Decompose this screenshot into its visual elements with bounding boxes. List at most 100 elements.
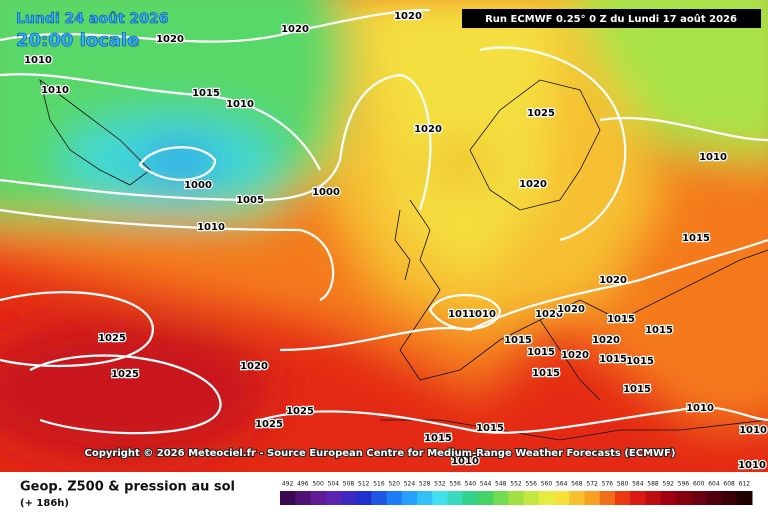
color-swatch [462,491,479,505]
footer-title: Geop. Z500 & pression au sol [20,480,235,495]
color-swatch [508,491,525,505]
colorbar-tick: 492 [282,481,294,488]
isobar-label: 1015 [626,356,654,367]
isobar-label: 1015 [476,423,504,434]
color-swatch [493,491,509,505]
isobar-label: 1020 [156,34,184,45]
isobar-label: 1025 [111,369,139,380]
colorbar-tick: 584 [632,481,644,488]
isobar-label: 1010 [197,222,225,233]
copyright: Copyright © 2026 Meteociel.fr - Source E… [85,448,676,459]
color-swatch [721,491,738,505]
colorbar-tick: 516 [373,481,385,488]
isobar-label: 1015 [527,347,555,358]
isobar-label: 1015 [645,325,673,336]
isobar-label: 1005 [236,195,264,206]
colorbar-tick: 580 [617,481,629,488]
colorbar-tick: 560 [541,481,553,488]
isobar-label: 1020 [394,11,422,22]
color-swatch [569,491,586,505]
isobar-label: 1010 [739,425,767,436]
colorbar-tick: 504 [328,481,340,488]
color-swatch [371,491,388,505]
color-swatch [325,491,342,505]
color-swatch [584,491,601,505]
color-swatch [340,491,357,505]
color-swatch [706,491,723,505]
isobar-label: 1020 [535,309,563,320]
isobar-label: 1010 [451,456,479,467]
color-swatch [295,491,311,505]
isobar-label: 1020 [592,335,620,346]
colorbar-tick: 556 [525,481,537,488]
color-swatch [417,491,433,505]
isobar-label: 1015 [623,384,651,395]
isobar-label: 1010 [699,152,727,163]
colorbar-tick: 548 [495,481,507,488]
color-swatch [386,491,403,505]
isobar-label: 1020 [240,361,268,372]
colorbar-tick: 572 [586,481,598,488]
isobar-label: 1015 [599,354,627,365]
isobar-label: 1010 [686,403,714,414]
colorbar-tick: 604 [708,481,720,488]
isobar-label: 1010 [448,309,476,320]
colorbar-tick: 540 [465,481,477,488]
isobar-label: 1010 [41,85,69,96]
color-swatch [660,491,677,505]
colorbar-tick: 544 [480,481,492,488]
run-info: Run ECMWF 0.25° 0 Z du Lundi 17 août 202… [485,13,737,25]
colorbar-tick: 608 [723,481,735,488]
colorbar-tick: 612 [739,481,751,488]
color-swatch [432,491,448,505]
isobar-label: 1020 [561,350,589,361]
color-swatch [310,491,327,505]
color-swatch [280,491,296,505]
colorbar-tick: 564 [556,481,568,488]
colorbar-tick: 496 [297,481,309,488]
colorbar-tick: 596 [678,481,690,488]
isobar-label: 1015 [607,314,635,325]
colorbar-tick: 500 [312,481,324,488]
isobar-label: 1000 [184,180,212,191]
isobars [0,8,768,435]
isobar-label: 1020 [281,24,309,35]
isobar-label: 1000 [312,187,340,198]
color-swatch [401,491,418,505]
color-swatch [675,491,692,505]
colorbar: 492 496 500 504 508 512 516 520 524 528 532 536 540 5… [280,481,753,505]
colorbar-tick: 568 [571,481,583,488]
color-swatch [630,491,646,505]
isobar-label: 1010 [738,460,766,471]
color-swatch [477,491,494,505]
colorbar-tick: 600 [693,481,705,488]
isobar-label: 1015 [504,335,532,346]
colorbar-tick: 512 [358,481,370,488]
color-swatch [356,491,372,505]
color-swatch [447,491,464,505]
run-box [462,9,761,28]
colorbar-tick: 552 [510,481,522,488]
isobar-label: 1015 [192,88,220,99]
colorbar-tick: 524 [404,481,416,488]
isobar-label: 1020 [414,124,442,135]
isobar-label: 1025 [255,419,283,430]
isobar-label: 1010 [468,309,496,320]
lead-time: (+ 186h) [20,498,69,509]
coastlines [39,79,768,441]
colorbar-tick: 532 [434,481,446,488]
isobar-label: 1020 [599,275,627,286]
date: Lundi 24 août 2026 [16,11,168,27]
time: 20:00 locale [16,30,139,51]
color-swatch [599,491,616,505]
field [0,0,768,472]
colorbar-tick: 536 [449,481,461,488]
colorbar-tick: 520 [388,481,400,488]
colorbar-tick: 528 [419,481,431,488]
isobar-label: 1020 [557,304,585,315]
color-swatch [614,491,631,505]
color-swatch [645,491,662,505]
colorbar-tick: 508 [343,481,355,488]
